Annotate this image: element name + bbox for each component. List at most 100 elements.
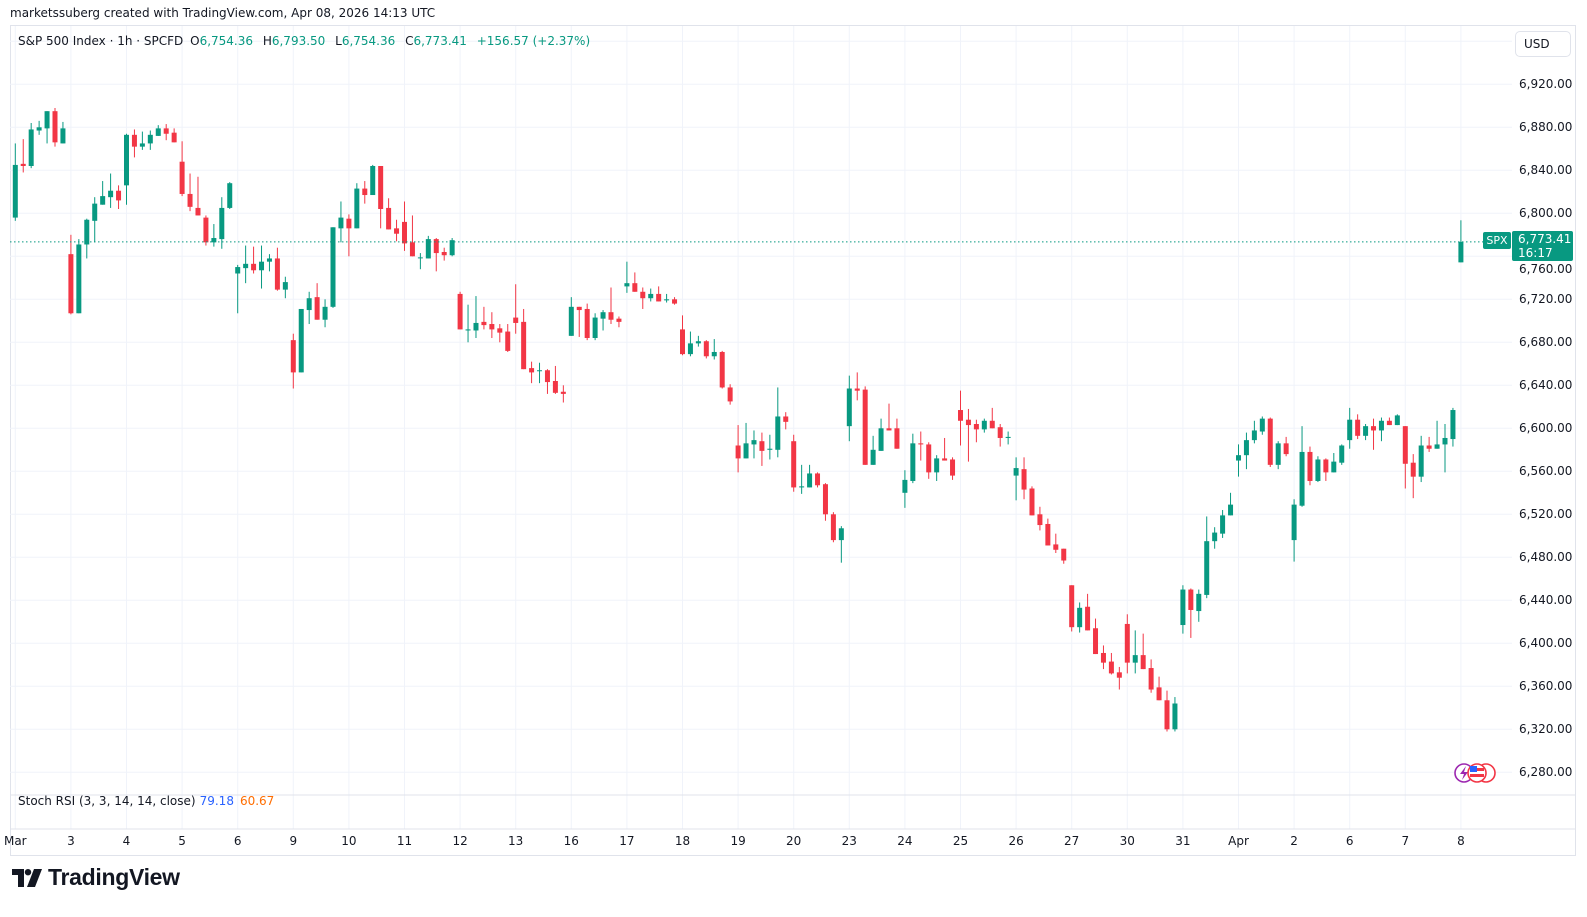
candle-up[interactable] [687, 331, 693, 357]
candle-down[interactable] [346, 214, 352, 257]
candle-down[interactable] [195, 176, 201, 216]
candle-down[interactable] [378, 166, 384, 229]
candle-up[interactable] [1196, 589, 1202, 622]
candle-up[interactable] [1005, 431, 1011, 445]
candle-down[interactable] [942, 437, 948, 461]
candle-up[interactable] [1251, 420, 1257, 444]
candle-down[interactable] [616, 316, 622, 328]
candle-down[interactable] [632, 272, 638, 292]
candle-down[interactable] [950, 457, 956, 480]
candle-down[interactable] [274, 247, 280, 291]
candle-up[interactable] [306, 291, 312, 325]
candle-down[interactable] [441, 247, 447, 261]
candle-up[interactable] [28, 123, 34, 169]
candle-up[interactable] [417, 253, 423, 270]
candle-down[interactable] [1323, 458, 1329, 481]
candle-down[interactable] [489, 312, 495, 338]
candle-down[interactable] [1069, 585, 1075, 632]
candle-up[interactable] [537, 362, 543, 384]
candle-up[interactable] [751, 430, 757, 459]
candle-up[interactable] [338, 201, 344, 243]
candle-down[interactable] [314, 283, 320, 320]
candle-down[interactable] [1124, 614, 1130, 674]
candle-up[interactable] [592, 313, 598, 341]
candle-down[interactable] [735, 425, 741, 473]
candle-up[interactable] [838, 526, 844, 563]
candle-up[interactable] [298, 308, 304, 373]
candle-down[interactable] [457, 291, 463, 330]
candle-up[interactable] [227, 182, 233, 209]
candle-down[interactable] [576, 306, 582, 337]
candle-up[interactable] [449, 238, 455, 257]
candle-down[interactable] [672, 297, 678, 305]
candle-down[interactable] [926, 442, 932, 479]
candle-down[interactable] [402, 201, 407, 251]
candle-down[interactable] [958, 390, 963, 446]
candle-up[interactable] [219, 197, 225, 249]
candle-down[interactable] [1267, 417, 1273, 467]
candle-down[interactable] [973, 419, 979, 443]
candle-up[interactable] [1378, 417, 1384, 442]
candle-up[interactable] [1180, 585, 1186, 634]
candle-down[interactable] [640, 287, 646, 309]
candle-down[interactable] [505, 324, 511, 352]
candle-down[interactable] [886, 403, 892, 431]
candle-down[interactable] [1045, 518, 1051, 546]
candle-down[interactable] [362, 181, 368, 204]
candle-down[interactable] [131, 129, 137, 158]
candle-up[interactable] [807, 464, 813, 488]
symbol-legend[interactable]: S&P 500 Index · 1h · SPCFD O6,754.36 H6,… [18, 34, 593, 48]
candle-down[interactable] [251, 246, 257, 274]
candle-up[interactable] [799, 464, 805, 494]
candle-up[interactable] [266, 254, 272, 272]
candle-down[interactable] [116, 185, 122, 209]
candle-down[interactable] [815, 472, 821, 488]
candle-down[interactable] [1156, 676, 1162, 701]
candle-down[interactable] [529, 361, 535, 384]
candle-up[interactable] [243, 245, 249, 284]
candle-up[interactable] [775, 387, 781, 458]
candle-up[interactable] [259, 245, 265, 289]
candle-up[interactable] [1220, 510, 1226, 538]
candle-up[interactable] [648, 288, 654, 302]
candle-down[interactable] [1100, 645, 1106, 670]
candle-down[interactable] [1371, 418, 1377, 450]
candle-up[interactable] [235, 264, 241, 314]
candle-up[interactable] [100, 181, 106, 205]
candle-down[interactable] [1093, 618, 1099, 655]
candle-down[interactable] [1355, 414, 1361, 440]
candle-down[interactable] [1410, 454, 1416, 499]
candle-down[interactable] [68, 234, 74, 315]
candle-up[interactable] [695, 335, 701, 347]
candle-up[interactable] [282, 276, 288, 299]
candle-down[interactable] [163, 124, 169, 141]
candle-down[interactable] [203, 215, 209, 246]
candle-up[interactable] [767, 434, 773, 460]
candle-up[interactable] [1450, 407, 1456, 447]
candle-up[interactable] [624, 261, 630, 293]
candle-up[interactable] [902, 470, 908, 508]
candle-down[interactable] [1053, 533, 1059, 553]
candle-up[interactable] [354, 183, 360, 229]
candle-up[interactable] [878, 418, 884, 451]
candle-down[interactable] [727, 384, 733, 405]
candle-up[interactable] [934, 455, 940, 481]
candle-up[interactable] [870, 435, 876, 465]
candle-down[interactable] [997, 424, 1003, 447]
candle-up[interactable] [1077, 602, 1083, 633]
candle-down[interactable] [1085, 593, 1091, 631]
tradingview-logo[interactable]: TradingView [12, 864, 180, 891]
candle-down[interactable] [894, 418, 900, 449]
candle-up[interactable] [322, 299, 328, 328]
candle-down[interactable] [656, 286, 662, 302]
candle-down[interactable] [783, 412, 789, 430]
candle-down[interactable] [703, 340, 709, 359]
candle-up[interactable] [60, 121, 66, 144]
candle-down[interactable] [1140, 633, 1146, 670]
candle-up[interactable] [1013, 457, 1019, 501]
candle-down[interactable] [513, 284, 519, 334]
candle-up[interactable] [211, 224, 217, 247]
candle-up[interactable] [1315, 456, 1321, 483]
candle-down[interactable] [179, 141, 185, 197]
candle-up[interactable] [1291, 499, 1297, 562]
